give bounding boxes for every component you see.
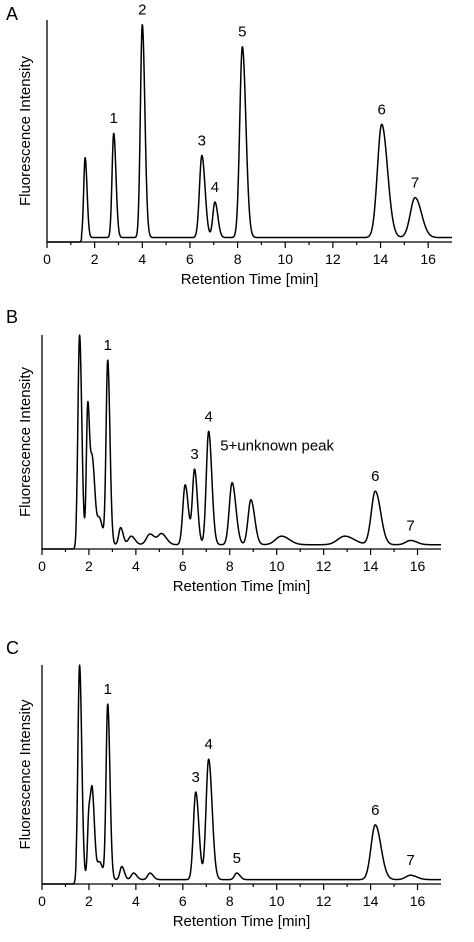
- peak-label: 5: [238, 24, 246, 41]
- peak-label: 3: [198, 132, 206, 149]
- x-tick-label: 2: [91, 251, 99, 267]
- x-tick-label: 8: [234, 251, 242, 267]
- x-tick-label: 8: [226, 893, 234, 909]
- panel-letter: A: [6, 4, 18, 24]
- x-axis-label: Retention Time [min]: [173, 578, 311, 595]
- x-tick-label: 6: [186, 251, 194, 267]
- x-tick-label: 10: [269, 893, 285, 909]
- chromatogram-trace: [46, 24, 453, 243]
- y-axis-label: Fluorescence Intensity: [17, 699, 34, 850]
- x-tick-label: 16: [420, 251, 436, 267]
- peak-label: 3: [190, 446, 198, 463]
- x-tick-label: 4: [132, 558, 140, 574]
- x-tick-label: 14: [363, 558, 379, 574]
- y-axis-label: Fluorescence Intensity: [17, 55, 34, 206]
- x-tick-label: 4: [132, 893, 140, 909]
- panel-letter: C: [6, 638, 19, 658]
- peak-label: 7: [406, 517, 414, 534]
- y-axis-label: Fluorescence Intensity: [17, 366, 34, 517]
- x-tick-label: 14: [373, 251, 389, 267]
- peak-label: 2: [138, 1, 146, 18]
- chromatogram-trace: [41, 334, 442, 550]
- peak-label: 6: [371, 468, 379, 485]
- x-tick-label: 0: [38, 893, 46, 909]
- x-tick-label: 12: [325, 251, 341, 267]
- x-tick-label: 12: [316, 558, 332, 574]
- peak-label: 4: [204, 736, 212, 753]
- peak-label: 4: [204, 408, 212, 425]
- x-tick-label: 2: [85, 893, 93, 909]
- x-tick-label: 16: [410, 893, 426, 909]
- x-tick-label: 14: [363, 893, 379, 909]
- x-tick-label: 12: [316, 893, 332, 909]
- x-tick-label: 4: [138, 251, 146, 267]
- x-tick-label: 10: [277, 251, 293, 267]
- x-tick-label: 0: [38, 558, 46, 574]
- x-axis-label: Retention Time [min]: [173, 913, 311, 930]
- x-tick-label: 2: [85, 558, 93, 574]
- x-tick-label: 16: [410, 558, 426, 574]
- peak-label: 3: [192, 769, 200, 786]
- chromatogram-trace: [41, 664, 442, 885]
- peak-label: 4: [211, 179, 219, 196]
- peak-label: 5: [233, 850, 241, 867]
- peak-label: 1: [104, 681, 112, 698]
- peak-label: 7: [411, 175, 419, 192]
- peak-label: 6: [378, 101, 386, 118]
- panel-letter: B: [6, 307, 18, 327]
- peak-label: 1: [104, 337, 112, 354]
- x-tick-label: 10: [269, 558, 285, 574]
- x-axis-label: Retention Time [min]: [181, 271, 319, 288]
- peak-label: 5+unknown peak: [220, 438, 334, 455]
- x-tick-label: 0: [43, 251, 51, 267]
- peak-label: 7: [406, 852, 414, 869]
- x-tick-label: 6: [179, 893, 187, 909]
- peak-label: 1: [110, 110, 118, 127]
- x-tick-label: 8: [226, 558, 234, 574]
- x-tick-label: 6: [179, 558, 187, 574]
- peak-label: 6: [371, 802, 379, 819]
